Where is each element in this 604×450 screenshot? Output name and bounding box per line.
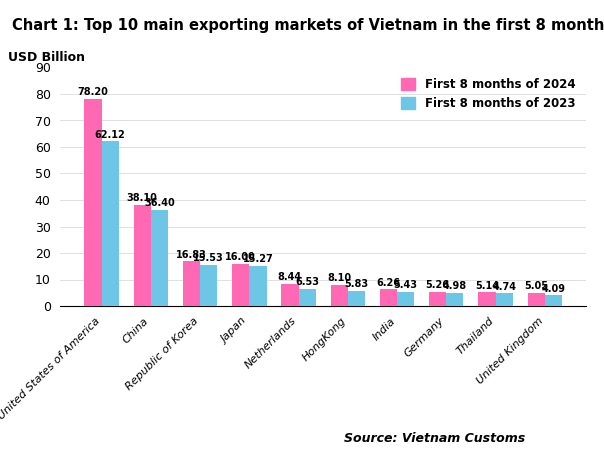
Bar — [429, 292, 446, 306]
Bar — [298, 289, 316, 306]
Bar — [478, 292, 495, 306]
Text: 16.00: 16.00 — [225, 252, 256, 262]
Bar — [527, 292, 545, 306]
Text: 8.10: 8.10 — [327, 273, 351, 283]
Text: 6.53: 6.53 — [295, 277, 319, 287]
Text: 15.27: 15.27 — [243, 254, 273, 264]
Bar — [200, 265, 217, 306]
Text: 4.98: 4.98 — [443, 281, 467, 291]
Text: 5.26: 5.26 — [426, 280, 449, 290]
Text: Chart 1: Top 10 main exporting markets of Vietnam in the first 8 months of 2024: Chart 1: Top 10 main exporting markets o… — [12, 18, 604, 33]
Bar — [232, 264, 249, 306]
Bar — [545, 295, 562, 306]
Text: 5.83: 5.83 — [344, 279, 368, 289]
Text: 38.10: 38.10 — [127, 194, 158, 203]
Bar — [151, 210, 168, 306]
Bar — [85, 99, 101, 306]
Text: Source: Vietnam Customs: Source: Vietnam Customs — [344, 432, 525, 446]
Text: 5.05: 5.05 — [524, 281, 548, 291]
Text: 36.40: 36.40 — [144, 198, 175, 208]
Bar — [380, 289, 397, 306]
Bar — [330, 284, 348, 306]
Bar — [348, 291, 365, 306]
Text: USD Billion: USD Billion — [8, 51, 85, 64]
Bar — [281, 284, 298, 306]
Text: 62.12: 62.12 — [95, 130, 126, 140]
Text: 6.26: 6.26 — [376, 278, 400, 288]
Text: 8.44: 8.44 — [278, 272, 302, 282]
Text: 16.83: 16.83 — [176, 250, 207, 260]
Bar — [249, 266, 266, 306]
Bar — [446, 293, 463, 306]
Bar — [133, 205, 151, 306]
Text: 5.43: 5.43 — [394, 280, 417, 290]
Text: 78.20: 78.20 — [77, 87, 108, 97]
Text: 4.74: 4.74 — [492, 282, 516, 292]
Bar — [397, 292, 414, 306]
Bar — [101, 141, 119, 306]
Text: 5.14: 5.14 — [475, 281, 499, 291]
Legend: First 8 months of 2024, First 8 months of 2023: First 8 months of 2024, First 8 months o… — [396, 73, 580, 115]
Bar — [183, 261, 200, 306]
Text: 15.53: 15.53 — [193, 253, 224, 263]
Bar — [495, 293, 513, 306]
Text: 4.09: 4.09 — [541, 284, 565, 293]
